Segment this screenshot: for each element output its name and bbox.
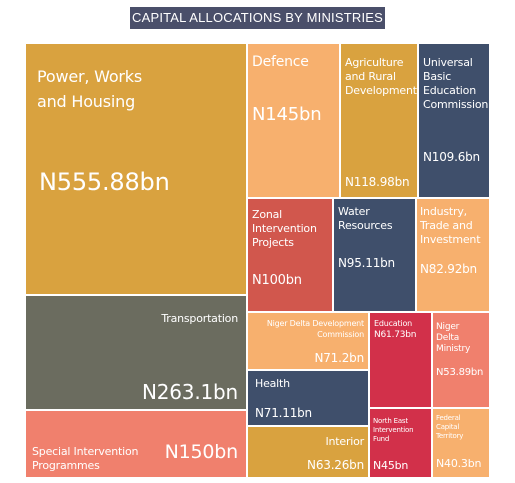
tile-value: N263.1bn	[142, 380, 238, 404]
tile-label: North East Intervention Fund	[373, 417, 414, 443]
tile-value: N40.3bn	[436, 457, 482, 470]
tile-value: N150bn	[164, 441, 239, 463]
tile-fct: Federal Capital Territory N40.3bn	[432, 408, 490, 478]
tile-nddc: Niger Delta Development Commission N71.2…	[247, 312, 369, 370]
tile-label: Federal Capital Territory	[436, 414, 464, 440]
tile-value: N82.92bn	[420, 262, 477, 276]
tile-label: Industry, Trade and Investment	[420, 205, 481, 246]
tile-value: N71.2bn	[314, 351, 364, 365]
tile-value: N53.89bn	[436, 367, 484, 378]
tile-zonal-intervention: Zonal Intervention Projects N100bn	[247, 198, 333, 312]
tile-education: Education N61.73bn	[369, 312, 432, 408]
tile-value: N45bn	[373, 459, 409, 472]
tile-special-intervention: Special Intervention Programmes N150bn	[25, 410, 247, 478]
tile-value: N100bn	[252, 273, 302, 288]
tile-ubec: Universal Basic Education Commission N10…	[418, 43, 490, 198]
tile-value: N109.6bn	[423, 150, 480, 164]
tile-agriculture: Agriculture and Rural Development N118.9…	[340, 43, 418, 198]
tile-label: Special Intervention Programmes	[32, 445, 139, 472]
tile-value: N63.26bn	[307, 458, 364, 472]
tile-value: N118.98bn	[345, 175, 410, 189]
tile-water-resources: Water Resources N95.11bn	[333, 198, 416, 312]
tile-value: N61.73bn	[374, 330, 417, 340]
tile-defence: Defence N145bn	[247, 43, 340, 198]
tile-niger-delta-ministry: Niger Delta Ministry N53.89bn	[432, 312, 490, 408]
tile-label: Universal Basic Education Commission	[423, 56, 489, 111]
tile-label: Interior	[325, 435, 364, 448]
tile-health: Health N71.11bn	[247, 370, 369, 426]
tile-label: Agriculture and Rural Development	[345, 56, 417, 97]
tile-label: Niger Delta Ministry	[436, 322, 471, 354]
tile-value: N555.88bn	[39, 168, 170, 196]
tile-industry-trade: Industry, Trade and Investment N82.92bn	[416, 198, 490, 312]
tile-label: Defence	[252, 54, 309, 70]
tile-label: Education	[374, 319, 413, 328]
tile-value: N145bn	[252, 104, 322, 125]
tile-north-east: North East Intervention Fund N45bn	[369, 408, 432, 478]
tile-label: Water Resources	[338, 205, 393, 232]
chart-title: CAPITAL ALLOCATIONS BY MINISTRIES	[130, 7, 385, 29]
tile-label: Transportation	[161, 312, 238, 325]
tile-label: Health	[255, 377, 290, 390]
tile-value: N95.11bn	[338, 256, 395, 270]
tile-power-works-housing: Power, Works and Housing N555.88bn	[25, 43, 247, 295]
tile-interior: Interior N63.26bn	[247, 426, 369, 478]
tile-label: Zonal Intervention Projects	[252, 208, 317, 249]
tile-label: Power, Works and Housing	[37, 67, 142, 111]
tile-value: N71.11bn	[255, 406, 312, 420]
tile-label: Niger Delta Development Commission	[266, 319, 364, 339]
tile-transportation: Transportation N263.1bn	[25, 295, 247, 410]
